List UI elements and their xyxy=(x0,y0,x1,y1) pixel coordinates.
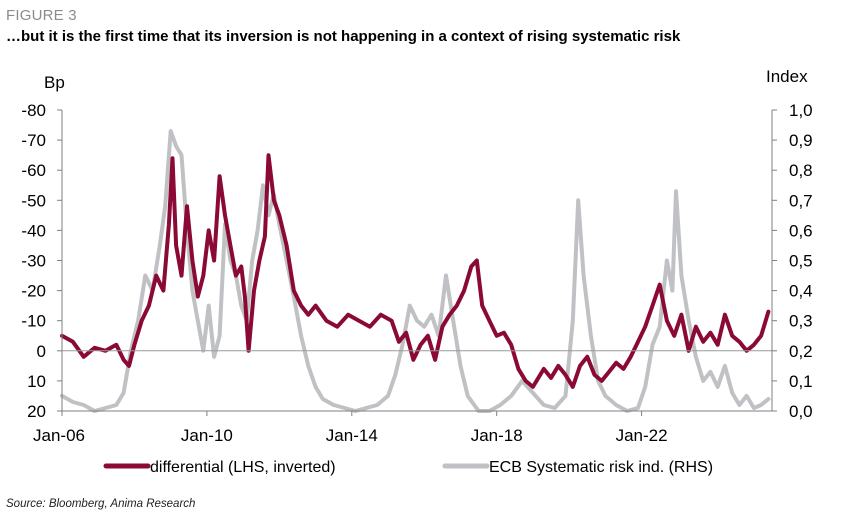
left-tick-label: -10 xyxy=(21,312,46,331)
legend-label-risk: ECB Systematic risk ind. (RHS) xyxy=(489,459,713,476)
x-tick-label: Jan-22 xyxy=(616,426,668,445)
right-tick-label: 0,3 xyxy=(789,312,813,331)
left-tick-label: 20 xyxy=(27,402,46,421)
left-tick-label: -80 xyxy=(21,101,46,120)
differential-series-line xyxy=(60,153,771,389)
left-tick-label: 0 xyxy=(37,342,46,361)
legend-label-differential: differential (LHS, inverted) xyxy=(150,459,336,476)
risk-indicator-series-line xyxy=(60,129,771,413)
x-tick-label: Jan-06 xyxy=(33,426,85,445)
figure-label: FIGURE 3 xyxy=(6,7,77,24)
right-tick-label: 0,7 xyxy=(789,191,813,210)
right-tick-label: 0,9 xyxy=(789,131,813,150)
right-tick-label: 0,1 xyxy=(789,372,813,391)
left-tick-label: -40 xyxy=(21,221,46,240)
left-tick-label: -50 xyxy=(21,191,46,210)
right-axis-unit-label: Index xyxy=(766,67,808,86)
right-tick-label: 0,0 xyxy=(789,402,813,421)
right-tick-label: 0,6 xyxy=(789,221,813,240)
left-tick-label: 10 xyxy=(27,372,46,391)
x-tick-label: Jan-14 xyxy=(326,426,378,445)
left-tick-label: -60 xyxy=(21,161,46,180)
chart-title: …but it is the first time that its inver… xyxy=(6,28,681,45)
x-tick-label: Jan-18 xyxy=(471,426,523,445)
source-note: Source: Bloomberg, Anima Research xyxy=(6,498,196,510)
right-tick-label: 0,8 xyxy=(789,161,813,180)
right-tick-label: 1,0 xyxy=(789,101,813,120)
right-tick-label: 0,4 xyxy=(789,282,813,301)
series-group xyxy=(60,129,771,413)
left-tick-label: -20 xyxy=(21,282,46,301)
left-axis-unit-label: Bp xyxy=(44,73,65,92)
axes-group: -80 -70 -60 -50 -40 -30 -20 -10 0 10 20 1,0 0,9 0,8 0,… xyxy=(21,101,812,445)
right-tick-label: 0,5 xyxy=(789,252,813,271)
left-tick-label: -70 xyxy=(21,131,46,150)
x-tick-label: Jan-10 xyxy=(181,426,233,445)
legend: differential (LHS, inverted) ECB Systemat… xyxy=(103,459,713,476)
right-tick-label: 0,2 xyxy=(789,342,813,361)
left-tick-label: -30 xyxy=(21,252,46,271)
